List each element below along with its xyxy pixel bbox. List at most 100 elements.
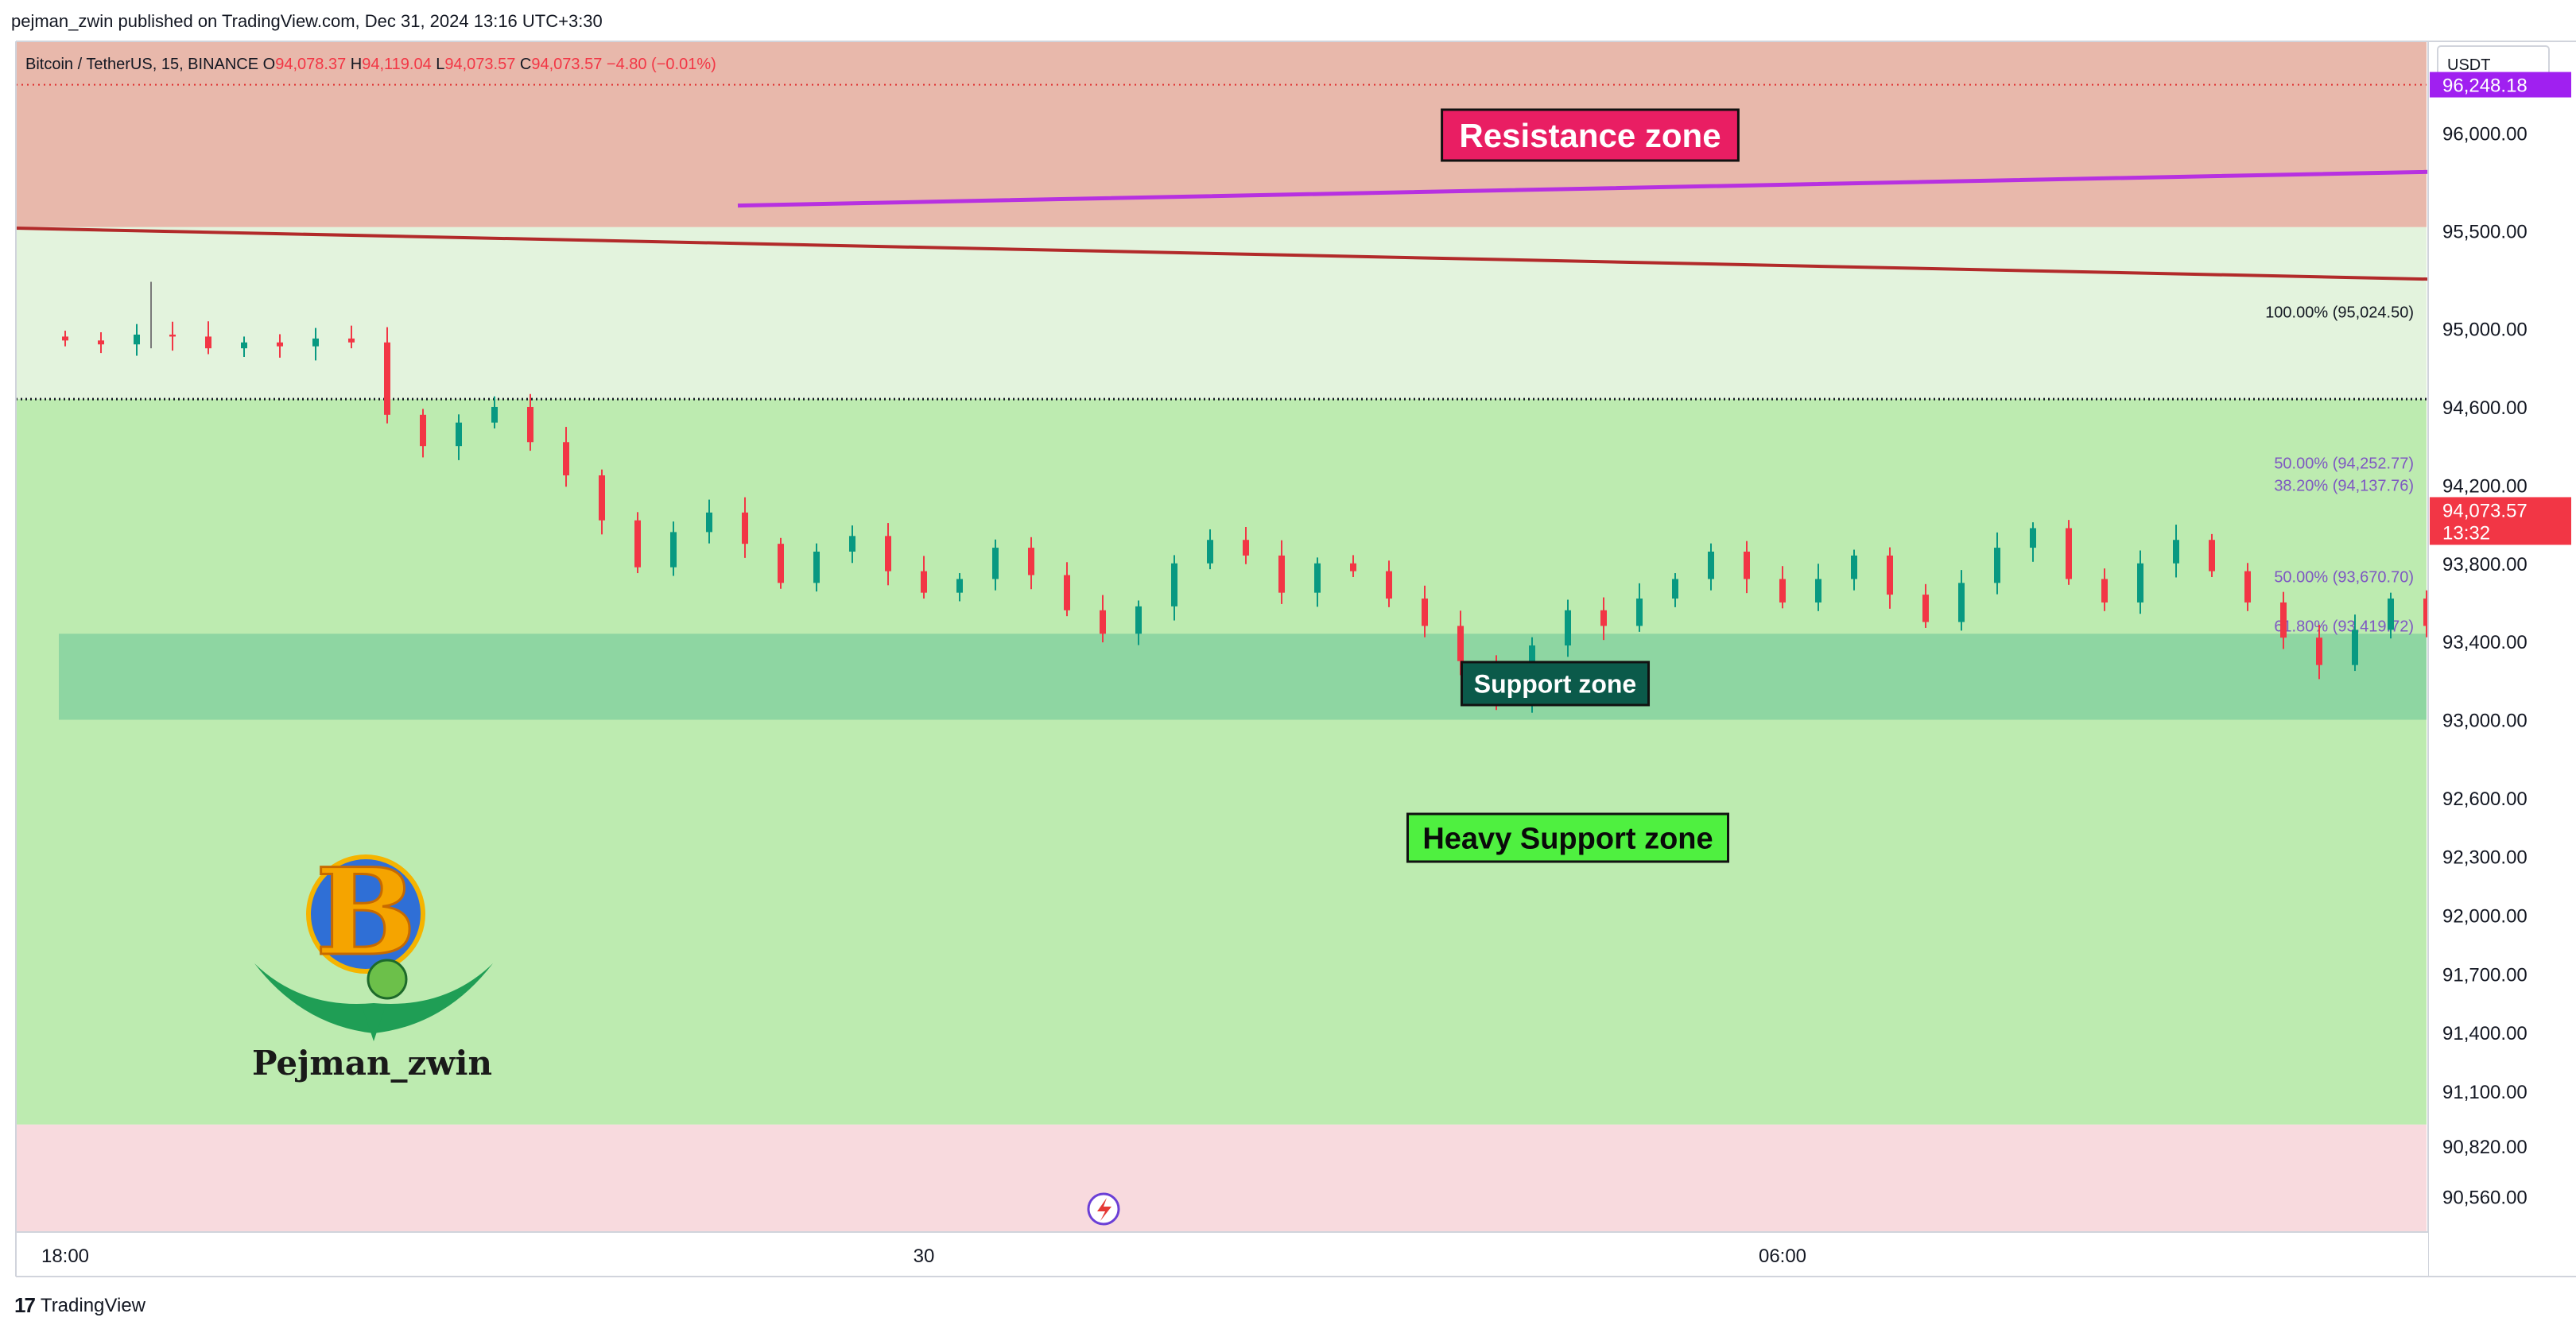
symbol-header: Bitcoin / TetherUS, 15, BINANCE O94,078.… (25, 56, 716, 73)
candle-body (1994, 548, 2000, 583)
ohlc-h-value: 94,119.04 (362, 56, 436, 73)
price-tick-label: 95,500.00 (2442, 222, 2528, 243)
tradingview-logo[interactable]: 17 TradingView (14, 1293, 145, 1318)
price-badge-countdown: 13:32 (2442, 522, 2490, 544)
candle-body (2030, 528, 2036, 548)
candle-body (813, 552, 820, 583)
price-tick-label: 95,000.00 (2442, 320, 2528, 341)
symbol-name: Bitcoin / TetherUS, 15, BINANCE (25, 56, 263, 73)
candle-body (1851, 555, 1857, 579)
zone-label-resistance[interactable] (1441, 108, 1740, 162)
bitcoin-b-glyph: B (316, 843, 417, 982)
candle-body (2209, 540, 2215, 572)
candle-body (384, 342, 390, 415)
watermark-name: Pejman_zwin (252, 1044, 492, 1083)
tradingview-logo-text: TradingView (40, 1294, 145, 1316)
candle-body (1565, 610, 1571, 646)
candle-body (1028, 548, 1034, 575)
candle-body (742, 512, 748, 544)
candle-body (2137, 563, 2143, 603)
zone-label-support[interactable] (1460, 661, 1651, 707)
lightning-icon (1097, 1198, 1111, 1221)
ohlc-c-value: 94,073.57 (531, 56, 607, 73)
ohlc-change: −4.80 (−0.01%) (607, 56, 716, 73)
candle-body (241, 342, 247, 349)
candle-body (169, 334, 176, 337)
price-badge-value: 96,248.18 (2442, 76, 2528, 97)
candle-body (956, 579, 963, 593)
candle-body (2173, 540, 2179, 564)
logo-circle (306, 854, 425, 974)
sma-50-daily-line[interactable] (737, 84, 2576, 208)
logo-leaf (367, 959, 408, 1000)
ohlc-h-label: H (351, 56, 362, 73)
candle-body (1958, 583, 1965, 622)
fib-level-label: 100.00% (95,024.50) (2265, 304, 2414, 322)
sma-price-badge (2430, 72, 2571, 98)
candle-body (2280, 602, 2287, 638)
logo-tip (362, 1005, 386, 1041)
last-price-badge (2430, 497, 2571, 545)
zone-label-text: Resistance zone (1459, 117, 1721, 154)
candle-body (312, 338, 319, 347)
candle-body (1100, 610, 1106, 634)
price-tick-label: 92,600.00 (2442, 788, 2528, 810)
candle-body (1243, 540, 1249, 556)
price-tick-label: 91,100.00 (2442, 1082, 2528, 1103)
candle-body (420, 414, 426, 447)
time-axis[interactable] (16, 1232, 2428, 1277)
candle-body (921, 571, 927, 593)
ohlc-o-value: 94,078.37 (275, 56, 351, 73)
price-axis[interactable] (2428, 41, 2576, 1277)
candle-body (1779, 579, 1786, 603)
price-tick-label: 92,000.00 (2442, 906, 2528, 928)
time-tick-label: 30 (914, 1246, 935, 1267)
upper-light-band (16, 227, 2427, 400)
candle-body (2423, 599, 2430, 626)
fib-level-label: 50.00% (93,670.70) (2274, 569, 2414, 587)
currency-label: USDT (2447, 56, 2490, 74)
candle-body (2066, 528, 2072, 579)
candle-body (563, 442, 569, 476)
candle-body (1386, 571, 1392, 599)
price-tick-label: 94,600.00 (2442, 397, 2528, 419)
fib-level-label: 50.00% (94,252.77) (2274, 455, 2414, 472)
candle-body (491, 406, 498, 423)
candle-body (2316, 637, 2322, 665)
support-zone-band (59, 634, 2427, 720)
candle-body (599, 475, 605, 521)
candle-body (1600, 610, 1607, 626)
fib-level-label: 61.80% (93,419.72) (2274, 618, 2414, 635)
candle-body (1207, 540, 1213, 564)
price-badge-value: 94,073.57 (2442, 500, 2528, 521)
candle-body (849, 536, 855, 552)
candle-body (1636, 599, 1643, 626)
price-tick-label: 91,700.00 (2442, 964, 2528, 986)
candle-body (706, 512, 712, 533)
fib-level-label: 38.20% (94,137.76) (2274, 478, 2414, 495)
candle-body (98, 340, 104, 345)
price-tick-label: 93,800.00 (2442, 554, 2528, 575)
resistance-line[interactable] (15, 227, 2576, 509)
candle-body (1672, 579, 1678, 599)
candle-body (456, 422, 462, 447)
price-tick-label: 91,400.00 (2442, 1023, 2528, 1044)
candle-body (2352, 630, 2358, 665)
candle-body (2101, 579, 2108, 603)
candle-body (1171, 563, 1177, 606)
price-tick-label: 92,300.00 (2442, 847, 2528, 869)
candle-body (62, 336, 68, 341)
candle-body (1922, 595, 1929, 622)
candle-body (2388, 599, 2394, 630)
candle-body (348, 338, 355, 343)
price-tick-label: 90,820.00 (2442, 1137, 2528, 1158)
zone-label-text: Support zone (1474, 670, 1636, 699)
ohlc-o-label: O (263, 56, 276, 73)
candle-body (1314, 563, 1321, 593)
attribution-text: pejman_zwin published on TradingView.com… (11, 11, 603, 31)
time-tick-label: 06:00 (1759, 1246, 1806, 1267)
candle-body (1815, 579, 1821, 603)
zone-label-heavy[interactable] (1406, 812, 1730, 863)
ohlc-l-label: L (436, 56, 444, 73)
